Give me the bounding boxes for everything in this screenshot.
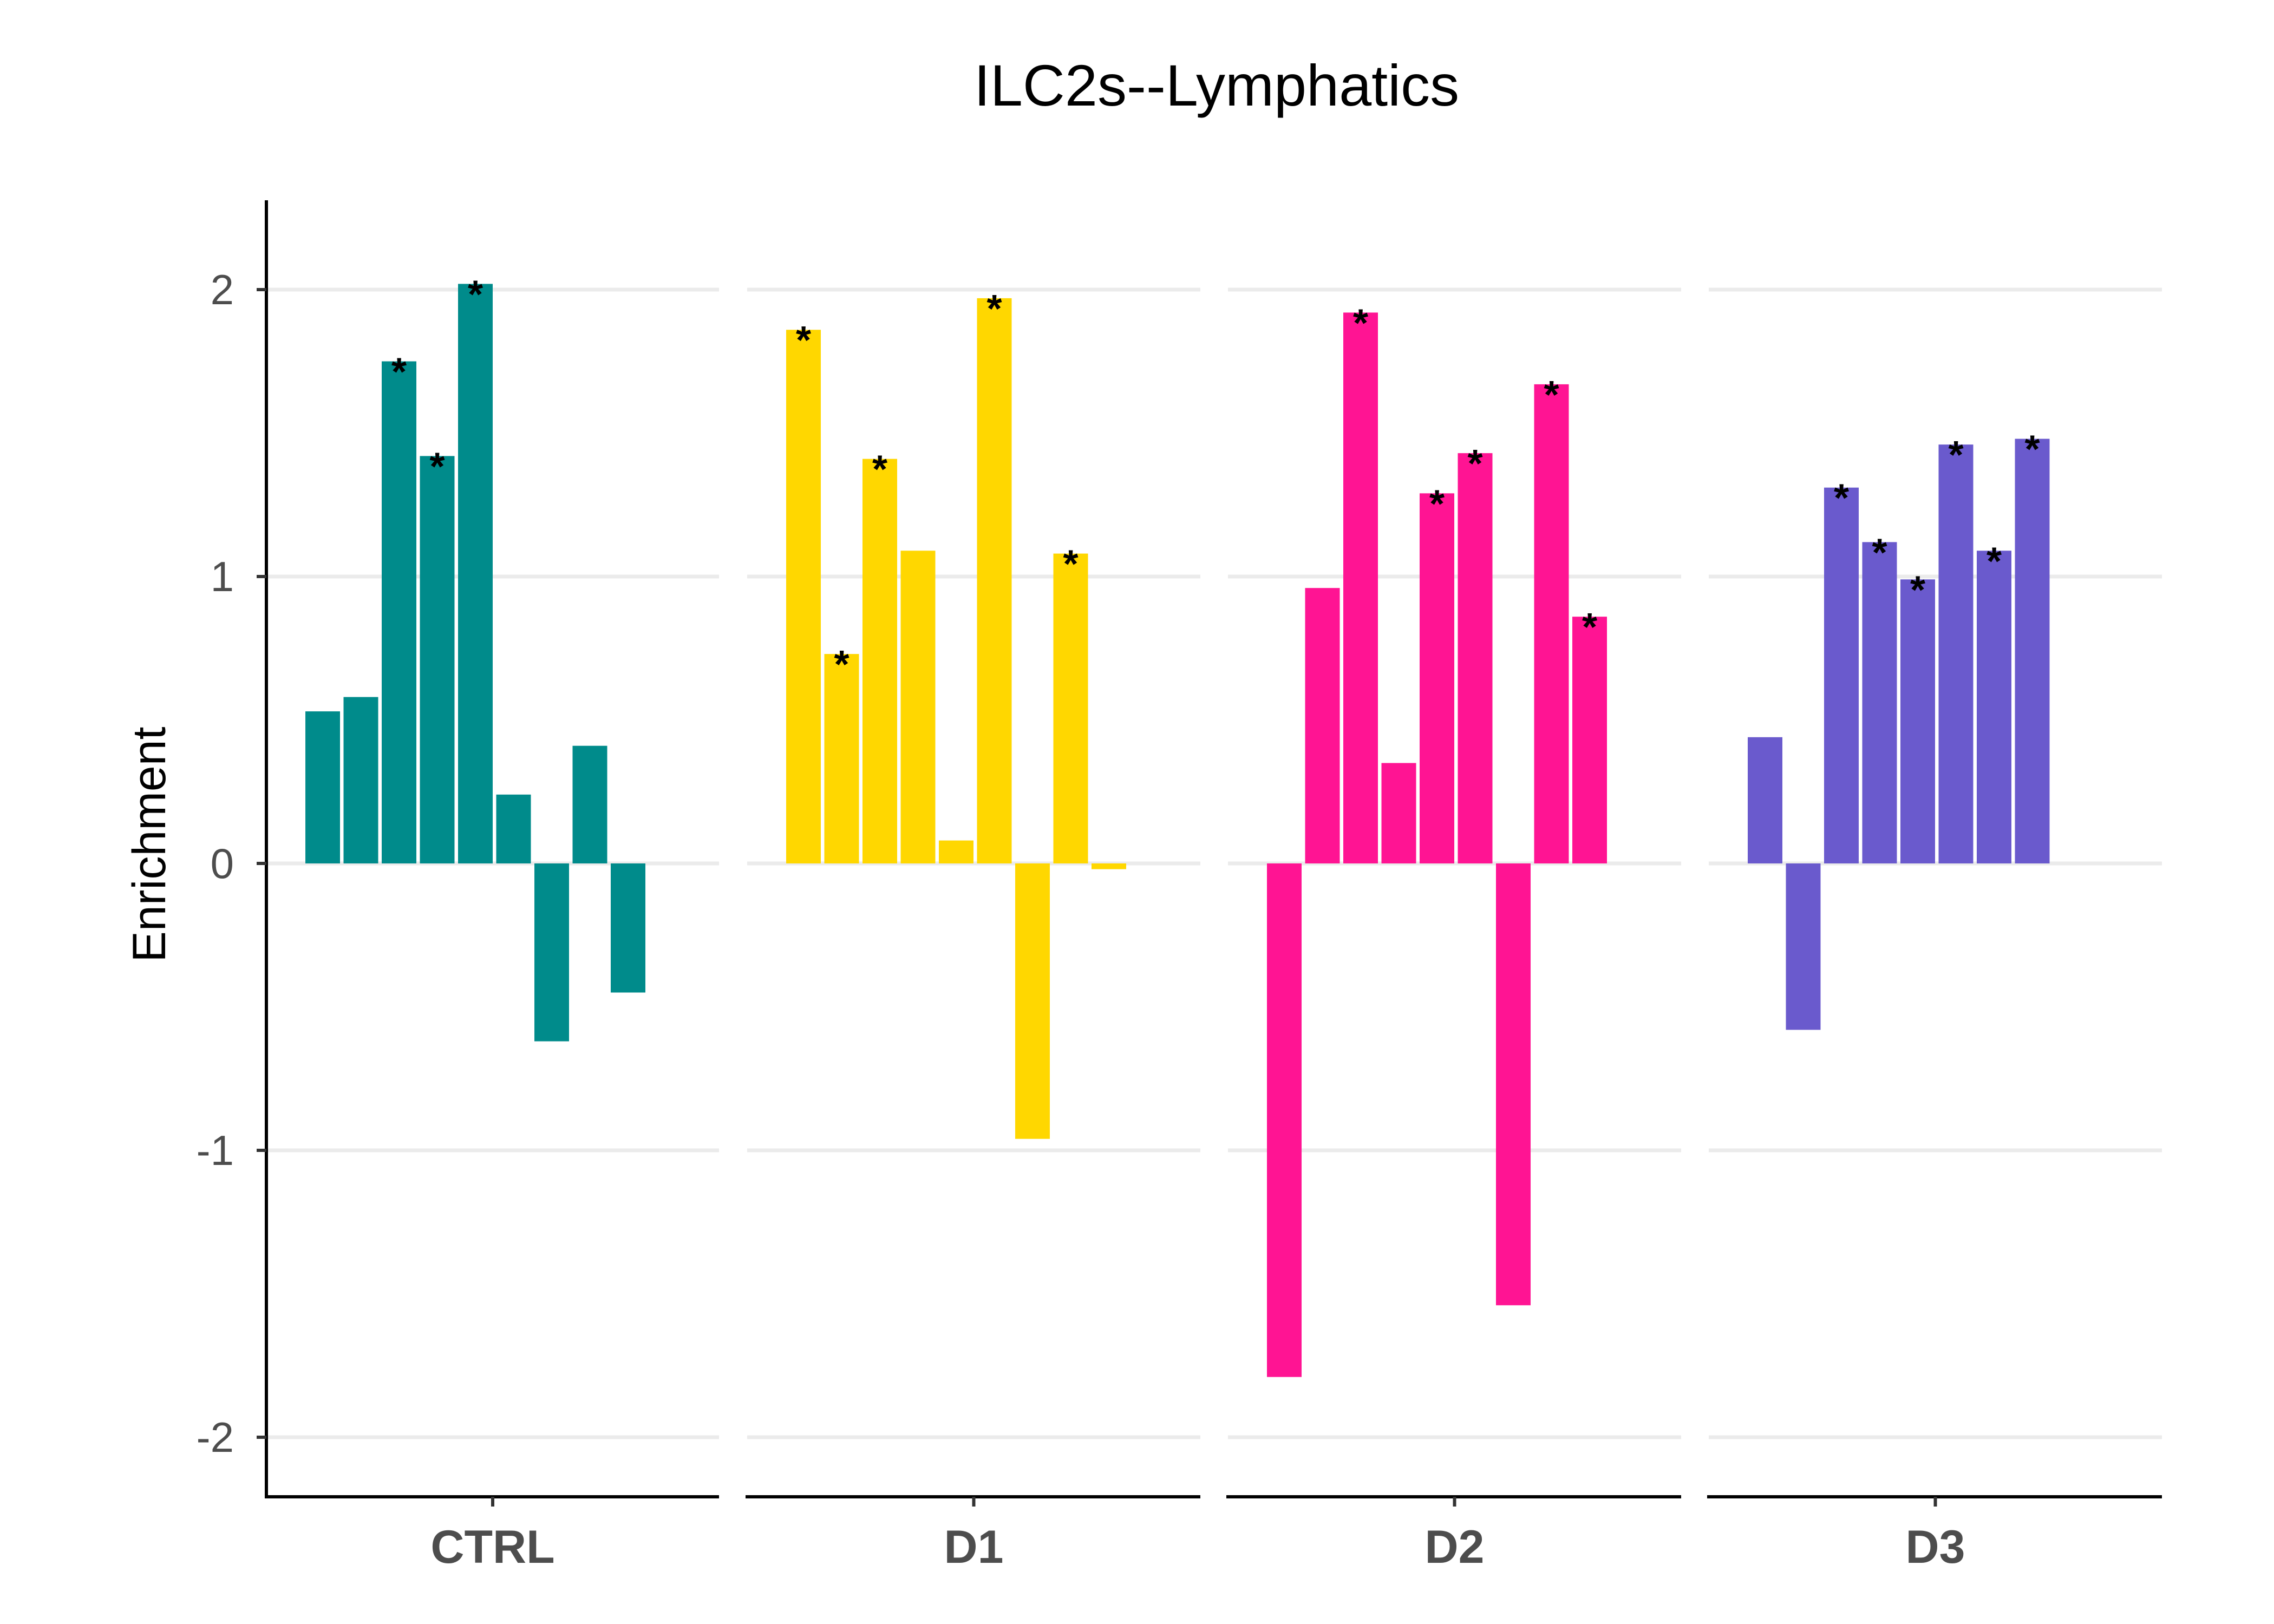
panel-label: D1 bbox=[944, 1521, 1004, 1573]
significance-star: * bbox=[1948, 434, 1963, 477]
y-axis-label: Enrichment bbox=[123, 726, 175, 962]
significance-star: * bbox=[1429, 482, 1445, 526]
bar bbox=[939, 840, 973, 863]
y-tick-label: 1 bbox=[211, 553, 234, 600]
significance-star: * bbox=[391, 351, 407, 394]
bar bbox=[1748, 737, 1782, 863]
bar bbox=[1458, 453, 1493, 863]
bar bbox=[611, 863, 645, 993]
bar bbox=[305, 711, 340, 863]
bar bbox=[343, 697, 378, 863]
bar bbox=[420, 456, 455, 863]
bar bbox=[862, 459, 897, 863]
y-tick-label: -1 bbox=[197, 1127, 234, 1174]
bar bbox=[900, 551, 936, 863]
significance-star: * bbox=[1987, 540, 2002, 583]
significance-star: * bbox=[1467, 442, 1482, 486]
significance-star: * bbox=[1910, 568, 1925, 612]
bar bbox=[1938, 444, 1974, 863]
bar bbox=[572, 745, 607, 863]
bar bbox=[1496, 863, 1531, 1306]
y-tick-label: -2 bbox=[197, 1413, 234, 1461]
bar bbox=[2015, 438, 2050, 863]
bar bbox=[1267, 863, 1302, 1377]
significance-star: * bbox=[1834, 477, 1849, 520]
significance-star: * bbox=[834, 643, 849, 686]
panel-label: D3 bbox=[1906, 1521, 1965, 1573]
significance-star: * bbox=[872, 448, 887, 492]
bar bbox=[1572, 617, 1607, 863]
significance-star: * bbox=[796, 319, 811, 362]
bar bbox=[1824, 487, 1859, 863]
bar bbox=[1900, 579, 1935, 863]
bar bbox=[786, 330, 821, 863]
significance-star: * bbox=[429, 445, 445, 488]
significance-star: * bbox=[1582, 606, 1597, 649]
panel-label: CTRL bbox=[430, 1521, 554, 1573]
bar bbox=[824, 654, 859, 863]
bar bbox=[1381, 763, 1416, 863]
significance-star: * bbox=[468, 273, 483, 316]
panel-label: D2 bbox=[1425, 1521, 1485, 1573]
bar bbox=[1305, 588, 1340, 863]
plot-area: -2 -1 0 1 2 * * * CTRL * * * * * D1 * * * * * D2 * * * * * * D3 bbox=[197, 200, 2162, 1573]
bar bbox=[496, 794, 531, 863]
bar bbox=[1420, 493, 1454, 863]
y-tick-label: 0 bbox=[211, 840, 234, 887]
bar bbox=[1977, 551, 2011, 863]
bar bbox=[1343, 312, 1378, 863]
y-tick-label: 2 bbox=[211, 266, 234, 313]
significance-star: * bbox=[1353, 302, 1368, 345]
bar bbox=[1786, 863, 1821, 1030]
bar bbox=[977, 298, 1012, 863]
bar bbox=[534, 863, 569, 1042]
bar bbox=[458, 284, 493, 863]
significance-star: * bbox=[1063, 543, 1078, 586]
bar bbox=[1092, 863, 1126, 869]
bar bbox=[382, 361, 416, 863]
significance-star: * bbox=[1544, 374, 1559, 417]
chart-title: ILC2s--Lymphatics bbox=[974, 53, 1459, 118]
significance-star: * bbox=[1872, 531, 1887, 574]
significance-star: * bbox=[2024, 428, 2040, 472]
significance-star: * bbox=[986, 287, 1002, 331]
bar bbox=[1053, 553, 1088, 863]
bar bbox=[1015, 863, 1050, 1139]
bar bbox=[1862, 542, 1897, 863]
bar bbox=[1534, 384, 1569, 863]
